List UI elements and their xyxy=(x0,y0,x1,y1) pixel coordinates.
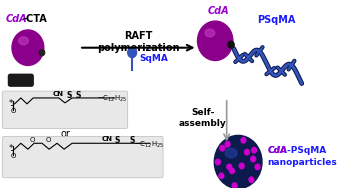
Circle shape xyxy=(255,164,260,170)
Circle shape xyxy=(219,173,224,179)
Circle shape xyxy=(227,164,232,170)
Text: S: S xyxy=(115,136,120,145)
Ellipse shape xyxy=(19,37,28,45)
Circle shape xyxy=(245,149,249,155)
Text: $-$C$_{12}$H$_{25}$: $-$C$_{12}$H$_{25}$ xyxy=(97,94,127,104)
Text: O: O xyxy=(10,153,15,159)
Text: $*$: $*$ xyxy=(8,142,14,151)
Text: $-$C$_{12}$H$_{25}$: $-$C$_{12}$H$_{25}$ xyxy=(134,139,164,149)
Text: CdA: CdA xyxy=(267,146,287,155)
Ellipse shape xyxy=(205,29,215,37)
Text: S: S xyxy=(75,91,81,100)
Text: S: S xyxy=(67,91,72,100)
Text: RAFT
polymerization: RAFT polymerization xyxy=(97,31,180,53)
Text: PSqMA: PSqMA xyxy=(258,15,296,25)
Text: CN: CN xyxy=(52,91,64,97)
Circle shape xyxy=(198,21,233,60)
FancyBboxPatch shape xyxy=(2,136,163,178)
Text: SqMA: SqMA xyxy=(139,54,168,63)
Circle shape xyxy=(241,138,246,143)
Ellipse shape xyxy=(225,149,237,158)
Circle shape xyxy=(251,147,257,153)
Circle shape xyxy=(12,30,44,65)
Circle shape xyxy=(128,48,137,58)
Text: CdA: CdA xyxy=(208,6,230,16)
Circle shape xyxy=(39,50,45,56)
Text: O: O xyxy=(46,137,51,143)
Text: S: S xyxy=(130,136,135,145)
FancyBboxPatch shape xyxy=(9,74,33,86)
Text: or: or xyxy=(60,129,70,139)
Circle shape xyxy=(229,168,235,174)
Circle shape xyxy=(225,142,230,147)
Text: $*$: $*$ xyxy=(8,97,14,106)
Circle shape xyxy=(249,177,254,183)
Circle shape xyxy=(239,163,244,169)
Text: CdA-PSqMA
nanoparticles: CdA-PSqMA nanoparticles xyxy=(267,146,337,167)
Text: CdA: CdA xyxy=(6,14,27,24)
Text: CN: CN xyxy=(101,136,112,142)
Text: Self-
assembly: Self- assembly xyxy=(179,108,227,128)
Text: -CTA: -CTA xyxy=(23,14,47,24)
FancyBboxPatch shape xyxy=(2,91,128,129)
Circle shape xyxy=(251,156,256,162)
Text: O: O xyxy=(29,137,35,143)
Circle shape xyxy=(232,183,237,188)
Text: O: O xyxy=(10,108,15,114)
Circle shape xyxy=(220,146,225,151)
Circle shape xyxy=(214,135,262,189)
Circle shape xyxy=(215,159,220,165)
Circle shape xyxy=(228,41,234,48)
